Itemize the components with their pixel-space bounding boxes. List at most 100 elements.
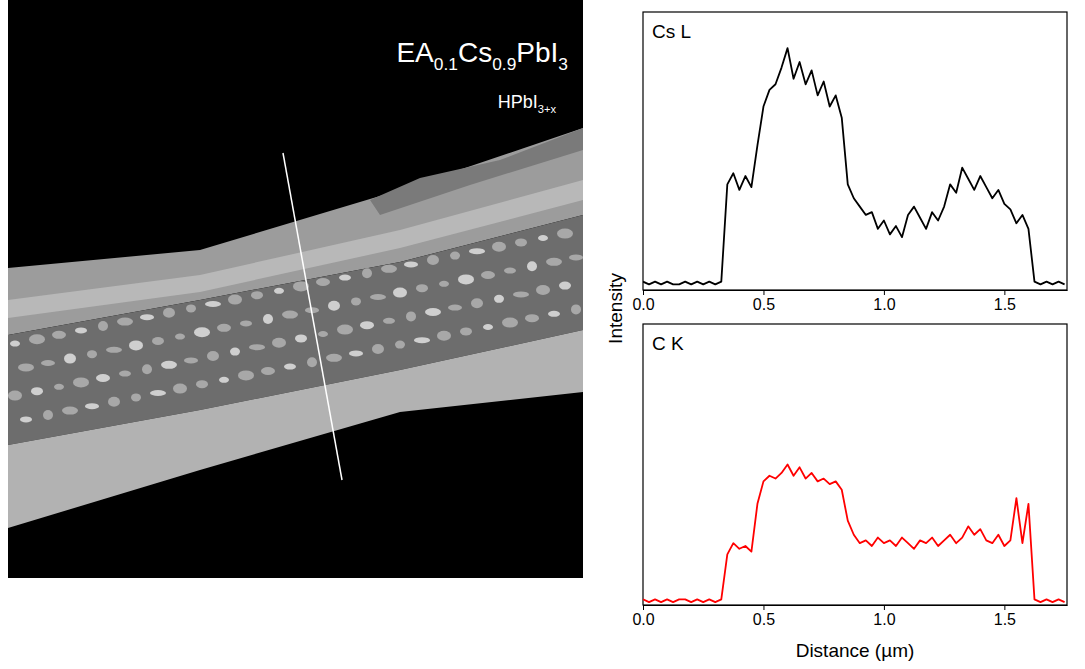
grain bbox=[54, 384, 64, 390]
intensity-line bbox=[643, 48, 1065, 284]
grain bbox=[8, 391, 22, 401]
grain bbox=[316, 278, 330, 286]
grain bbox=[194, 327, 210, 337]
x-tick: 0.5 bbox=[753, 290, 775, 313]
x-tick-mark bbox=[643, 605, 644, 610]
grain bbox=[52, 331, 66, 339]
grain bbox=[62, 407, 78, 415]
x-axis-title: Distance (µm) bbox=[796, 640, 915, 661]
x-tick-mark bbox=[643, 290, 644, 295]
grain bbox=[129, 340, 143, 350]
x-axis-line bbox=[644, 290, 1068, 291]
x-tick: 1.0 bbox=[873, 290, 895, 313]
grain bbox=[351, 297, 361, 305]
grain bbox=[184, 357, 198, 363]
subscript: 3 bbox=[558, 54, 568, 74]
grain bbox=[525, 314, 539, 322]
sample-label: EA0.1Cs0.9PbI3 bbox=[396, 37, 568, 74]
x-tick-mark bbox=[763, 290, 764, 295]
text-part: PbI bbox=[516, 37, 558, 68]
grain bbox=[504, 268, 516, 274]
grain bbox=[228, 295, 242, 305]
grain bbox=[425, 308, 441, 316]
x-tick-label: 0.5 bbox=[753, 296, 775, 313]
micrograph: EA0.1Cs0.9PbI3 HPbI3+x bbox=[8, 0, 583, 578]
micrograph-background bbox=[8, 0, 583, 578]
grain bbox=[98, 321, 108, 331]
grain bbox=[173, 384, 187, 394]
grain bbox=[142, 364, 152, 374]
grain bbox=[416, 284, 428, 292]
grain bbox=[536, 285, 550, 295]
grain bbox=[75, 327, 87, 333]
grain bbox=[326, 354, 342, 362]
grain bbox=[481, 271, 495, 279]
scan-line bbox=[283, 153, 342, 480]
grain bbox=[106, 347, 122, 353]
x-axis: 0.0 0.5 1.0 1.5 bbox=[632, 605, 1067, 628]
plot-frame bbox=[643, 12, 1067, 290]
grain bbox=[494, 295, 504, 303]
grain bbox=[31, 387, 43, 395]
grain bbox=[337, 325, 353, 335]
line-layer bbox=[643, 48, 1065, 284]
grain bbox=[261, 367, 275, 375]
x-tick-label: 1.0 bbox=[873, 611, 895, 628]
grain bbox=[372, 344, 384, 354]
subscript: 3+x bbox=[538, 103, 557, 115]
grain bbox=[152, 337, 164, 345]
text-part: Cs bbox=[458, 37, 492, 68]
grain bbox=[548, 311, 560, 317]
grain bbox=[196, 380, 208, 388]
x-tick: 1.5 bbox=[994, 290, 1016, 313]
grain bbox=[87, 350, 97, 358]
grain bbox=[186, 304, 196, 312]
grain bbox=[249, 344, 265, 350]
grain bbox=[295, 334, 307, 342]
grain bbox=[272, 338, 286, 348]
y-axis-title: Intensity bbox=[605, 273, 626, 344]
grain bbox=[140, 314, 154, 320]
grain bbox=[119, 371, 131, 377]
grain bbox=[284, 364, 296, 370]
grain bbox=[219, 377, 229, 383]
line-scan-panel: 0.00.51.01.5Cs L bbox=[632, 12, 1067, 313]
grain bbox=[43, 410, 53, 420]
grain bbox=[513, 291, 529, 297]
grain bbox=[85, 403, 99, 409]
grain bbox=[161, 361, 177, 369]
x-tick-mark bbox=[1004, 290, 1005, 295]
grain bbox=[205, 301, 221, 307]
grain bbox=[538, 235, 548, 241]
grain bbox=[471, 298, 483, 308]
grain bbox=[515, 238, 527, 246]
grain bbox=[381, 265, 397, 273]
grain bbox=[238, 370, 254, 380]
grain bbox=[282, 311, 298, 319]
grain bbox=[251, 291, 263, 299]
grain bbox=[131, 393, 141, 401]
grain bbox=[483, 324, 493, 330]
x-tick-mark bbox=[884, 290, 885, 295]
grain bbox=[395, 341, 405, 349]
x-axis: 0.0 0.5 1.0 1.5 bbox=[632, 290, 1067, 313]
grain bbox=[502, 318, 518, 328]
grain bbox=[362, 268, 372, 278]
grain bbox=[207, 351, 219, 361]
grain bbox=[569, 254, 583, 260]
line-layer bbox=[643, 465, 1065, 603]
grain bbox=[439, 281, 449, 287]
x-tick-label: 0.5 bbox=[753, 611, 775, 628]
grain bbox=[360, 321, 374, 329]
text-part: HPbI bbox=[498, 92, 538, 112]
x-tick-label: 0.0 bbox=[632, 611, 654, 628]
grain bbox=[458, 274, 474, 284]
x-tick: 1.5 bbox=[994, 605, 1016, 628]
x-tick: 0.0 bbox=[632, 290, 654, 313]
x-tick: 0.0 bbox=[632, 605, 654, 628]
intensity-line bbox=[643, 465, 1065, 603]
x-tick-label: 1.5 bbox=[994, 611, 1016, 628]
grain bbox=[96, 374, 110, 382]
grain bbox=[328, 301, 340, 311]
grain bbox=[460, 327, 472, 335]
